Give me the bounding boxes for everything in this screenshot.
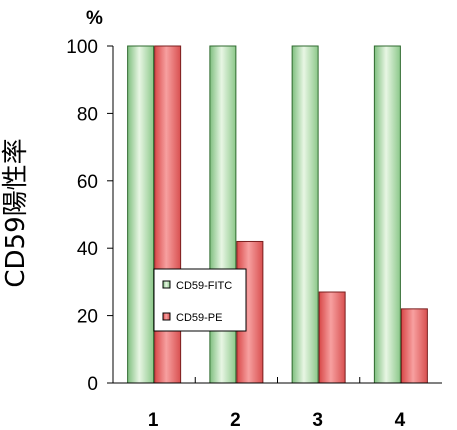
bars: [127, 45, 428, 384]
y-tick-label: 60: [77, 172, 98, 193]
y-axis-title: CD59陽性率: [1, 138, 31, 287]
x-tick-label: 3: [312, 410, 323, 430]
y-tick-label: 80: [77, 104, 98, 125]
x-tick-label: 1: [148, 410, 159, 430]
legend-box: [153, 268, 247, 332]
legend-swatch-fitc: [162, 280, 171, 289]
legend-label-pe: CD59-PE: [176, 312, 222, 324]
bar-cd59-pe-4: [400, 308, 428, 384]
legend-label-fitc: CD59-FITC: [176, 280, 232, 292]
bar-cd59-fitc-3: [291, 45, 319, 384]
bar-cd59-fitc-1: [127, 45, 155, 384]
y-tick-label: 100: [66, 37, 98, 58]
y-unit-label: %: [86, 8, 103, 29]
legend: CD59-FITC CD59-PE: [153, 268, 247, 332]
y-tick-label: 40: [77, 239, 98, 260]
y-tick-label: 20: [77, 307, 98, 328]
x-axis-labels: 1 2 3 4: [148, 377, 406, 430]
bar-cd59-pe-1: [154, 45, 182, 384]
bar-cd59-fitc-2: [209, 45, 237, 384]
y-axis-ticks: 0 20 40 60 80 100: [66, 37, 113, 395]
bar-cd59-fitc-4: [373, 45, 401, 384]
y-tick-label: 0: [87, 374, 98, 395]
x-tick-label: 4: [395, 410, 406, 430]
bar-cd59-pe-3: [318, 291, 346, 384]
legend-swatch-pe: [162, 312, 171, 321]
x-tick-label: 2: [230, 410, 241, 430]
